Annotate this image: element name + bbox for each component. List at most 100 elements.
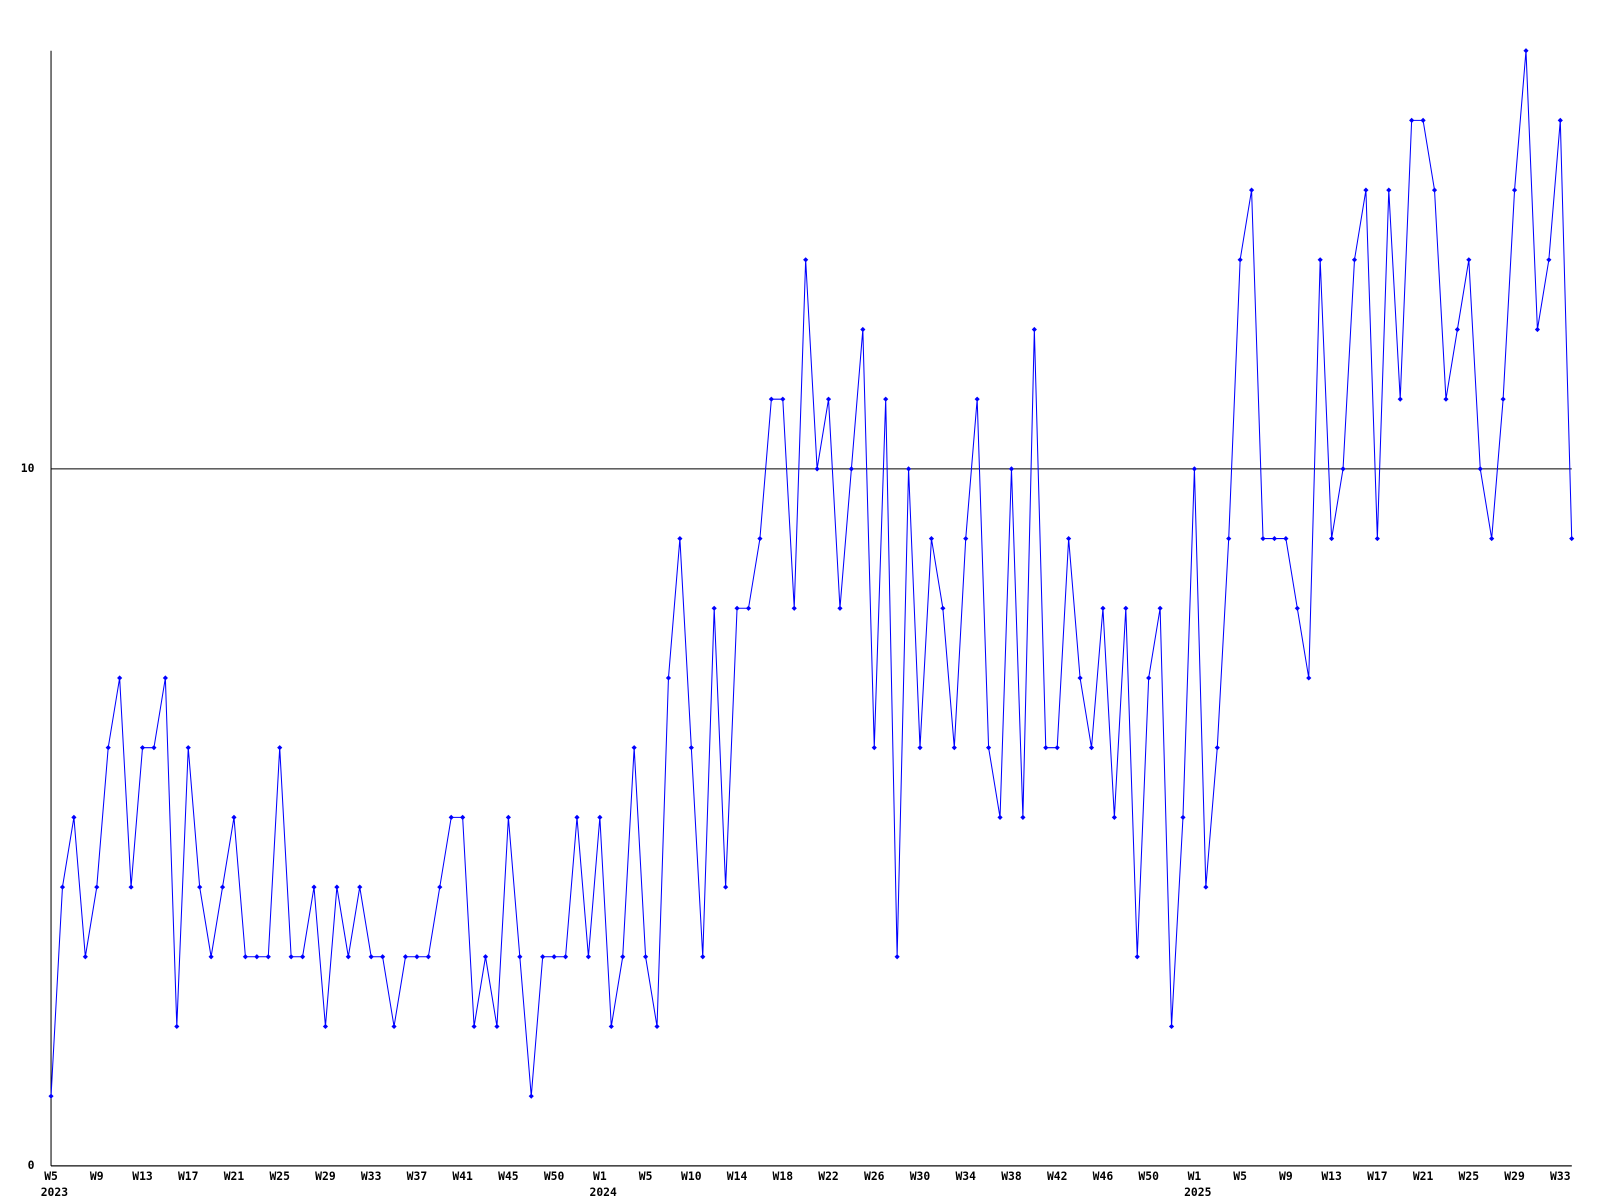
data-point — [688, 745, 694, 751]
x-tick-label: W17 — [1367, 1169, 1388, 1183]
data-point — [1511, 187, 1518, 193]
data-point — [1146, 675, 1152, 681]
data-point — [185, 745, 191, 751]
data-point — [1271, 535, 1278, 542]
data-point — [974, 396, 980, 402]
x-tick-label: W1 — [593, 1169, 607, 1183]
data-point — [1546, 257, 1552, 263]
data-point — [1523, 48, 1529, 54]
data-point — [494, 1023, 500, 1030]
data-point — [117, 675, 123, 681]
data-point — [139, 745, 146, 751]
data-point — [1008, 466, 1015, 472]
data-point — [368, 954, 374, 960]
data-point — [1157, 605, 1163, 611]
x-tick-label: W22 — [818, 1169, 839, 1183]
data-point — [1317, 257, 1323, 263]
data-point — [1454, 326, 1460, 333]
x-tick-label: W46 — [1093, 1169, 1114, 1183]
data-point — [1489, 535, 1495, 542]
data-point — [299, 954, 306, 960]
x-tick-label: W42 — [1047, 1169, 1068, 1183]
data-point — [837, 605, 843, 611]
y-tick-label: 0 — [28, 1158, 35, 1172]
data-point — [231, 814, 237, 820]
data-point — [71, 814, 77, 820]
x-tick-label: W34 — [955, 1169, 976, 1183]
data-point — [1066, 535, 1072, 542]
x-tick-label: W33 — [361, 1169, 382, 1183]
data-point — [814, 466, 820, 472]
data-point — [174, 1023, 180, 1030]
x-tick-label: W50 — [544, 1169, 565, 1183]
data-point — [871, 745, 877, 751]
data-point — [128, 884, 134, 890]
data-point — [1031, 326, 1037, 333]
data-point — [82, 954, 88, 960]
data-point — [402, 954, 409, 960]
data-point — [723, 884, 729, 890]
x-tick-label: W21 — [1413, 1169, 1434, 1183]
data-point — [1226, 535, 1232, 542]
data-point — [700, 954, 706, 960]
data-point — [1054, 745, 1060, 751]
data-point — [425, 954, 431, 960]
data-point — [1248, 187, 1255, 193]
data-point — [803, 257, 809, 263]
data-point — [894, 954, 900, 960]
data-point — [1409, 117, 1415, 123]
data-point — [1569, 535, 1575, 542]
data-point — [48, 1093, 54, 1099]
data-point — [928, 535, 935, 542]
data-point — [905, 466, 912, 472]
data-point — [242, 954, 248, 960]
x-tick-label: W10 — [681, 1169, 702, 1183]
data-point — [448, 814, 454, 820]
data-point — [208, 954, 214, 960]
data-point — [1180, 814, 1186, 820]
data-point — [848, 466, 854, 472]
data-point — [265, 954, 271, 960]
data-point — [380, 954, 386, 960]
data-point — [391, 1023, 397, 1030]
data-point — [1294, 605, 1300, 611]
x-tick-label: W50 — [1138, 1169, 1159, 1183]
data-point — [357, 884, 363, 890]
data-point — [414, 954, 420, 960]
data-point — [322, 1023, 329, 1030]
data-point — [551, 954, 557, 960]
data-point — [1340, 466, 1346, 472]
data-point — [608, 1023, 614, 1030]
data-point — [517, 954, 523, 960]
data-point — [59, 884, 66, 890]
data-point — [437, 884, 443, 890]
x-tick-label: W9 — [1279, 1169, 1293, 1183]
data-point — [471, 1023, 477, 1030]
data-point — [94, 884, 100, 890]
data-point — [677, 535, 683, 542]
x-tick-label: W38 — [1001, 1169, 1022, 1183]
data-point — [780, 396, 786, 402]
data-point — [311, 884, 317, 890]
x-tick-label: W33 — [1550, 1169, 1571, 1183]
x-tick-label: W25 — [269, 1169, 290, 1183]
data-point — [825, 396, 832, 402]
data-point — [745, 605, 752, 611]
data-point — [528, 1093, 534, 1099]
data-point — [1191, 466, 1197, 472]
data-point — [631, 745, 637, 751]
data-point — [460, 814, 466, 820]
data-point — [1466, 257, 1472, 263]
data-point — [768, 396, 774, 402]
data-point — [791, 605, 797, 611]
data-point — [151, 745, 157, 751]
data-point — [505, 814, 511, 820]
data-point — [883, 396, 889, 402]
data-point — [1283, 535, 1289, 542]
data-point — [643, 954, 649, 960]
data-point — [288, 954, 294, 960]
x-tick-label: W5 — [44, 1169, 58, 1183]
data-point — [197, 884, 203, 890]
data-point — [1363, 187, 1369, 193]
data-line — [50, 50, 1573, 1097]
